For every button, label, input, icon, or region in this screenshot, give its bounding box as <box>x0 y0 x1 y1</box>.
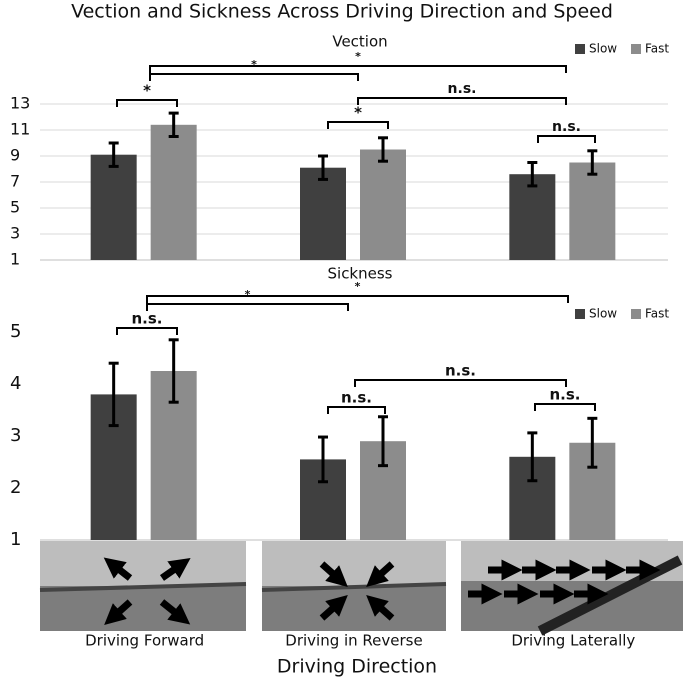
significance-bracket <box>357 97 567 105</box>
x-tick-label: Driving Forward <box>85 632 204 650</box>
significance-bracket <box>146 303 349 311</box>
significance-label: n.s. <box>445 362 476 380</box>
y-tick-label: 1 <box>10 529 21 550</box>
y-tick-label: 4 <box>10 373 21 394</box>
y-tick-label: 9 <box>10 146 20 165</box>
significance-label: * <box>354 104 362 122</box>
error-bar <box>318 435 328 484</box>
significance-bracket <box>146 295 569 303</box>
significance-label: n.s. <box>341 389 372 407</box>
significance-bracket <box>116 327 178 335</box>
significance-label: * <box>355 50 361 63</box>
significance-bracket <box>149 65 567 73</box>
significance-label: * <box>355 280 361 293</box>
significance-label: n.s. <box>552 119 581 135</box>
significance-bracket <box>534 403 596 411</box>
significance-label: * <box>251 58 257 71</box>
error-bar <box>318 154 328 181</box>
significance-label: * <box>143 82 151 100</box>
significance-bracket <box>116 99 178 107</box>
significance-label: n.s. <box>131 310 162 328</box>
image-reverse <box>261 541 447 631</box>
legend-label: Slow <box>589 42 617 56</box>
error-bar <box>378 136 388 163</box>
y-tick-label: 3 <box>10 224 20 243</box>
y-tick-label: 3 <box>10 425 21 446</box>
image-lateral <box>461 541 683 636</box>
y-tick-label: 13 <box>10 94 30 113</box>
chart-title: Sickness <box>328 265 393 283</box>
x-axis-label: Driving Direction <box>277 656 437 678</box>
error-bar <box>168 338 179 404</box>
error-bar <box>108 141 119 168</box>
y-tick-label: 1 <box>10 250 20 269</box>
legend-label: Slow <box>589 307 617 321</box>
figure-title: Vection and Sickness Across Driving Dire… <box>71 1 613 23</box>
y-tick-label: 11 <box>10 120 30 139</box>
x-tick-label: Driving Laterally <box>511 632 635 650</box>
error-bar <box>587 149 598 176</box>
legend-swatch <box>631 44 641 54</box>
y-tick-label: 2 <box>10 477 21 498</box>
significance-label: * <box>245 288 251 301</box>
legend-label: Fast <box>645 307 669 321</box>
bar <box>150 124 197 260</box>
bar <box>90 154 137 260</box>
significance-bracket <box>537 135 596 143</box>
error-bar <box>587 416 598 469</box>
y-tick-label: 5 <box>10 321 21 342</box>
y-tick-label: 7 <box>10 172 20 191</box>
error-bar <box>108 361 119 428</box>
significance-bracket <box>327 121 389 129</box>
legend-label: Fast <box>645 42 669 56</box>
legend-swatch <box>575 309 585 319</box>
chart-title: Vection <box>332 33 387 51</box>
significance-bracket <box>149 73 359 81</box>
error-bar <box>527 161 538 188</box>
error-bar <box>168 111 179 138</box>
legend-swatch <box>631 309 641 319</box>
legend-swatch <box>575 44 585 54</box>
bar <box>509 174 556 260</box>
error-bar <box>378 415 388 468</box>
x-tick-label: Driving in Reverse <box>285 632 422 650</box>
significance-label: n.s. <box>448 81 477 97</box>
bar <box>300 167 346 260</box>
error-bar <box>527 431 538 483</box>
significance-bracket <box>327 406 386 414</box>
bar <box>569 162 616 260</box>
bar <box>360 149 406 260</box>
significance-label: n.s. <box>549 386 580 404</box>
image-forward <box>39 541 247 631</box>
significance-bracket <box>354 379 567 387</box>
y-tick-label: 5 <box>10 198 20 217</box>
